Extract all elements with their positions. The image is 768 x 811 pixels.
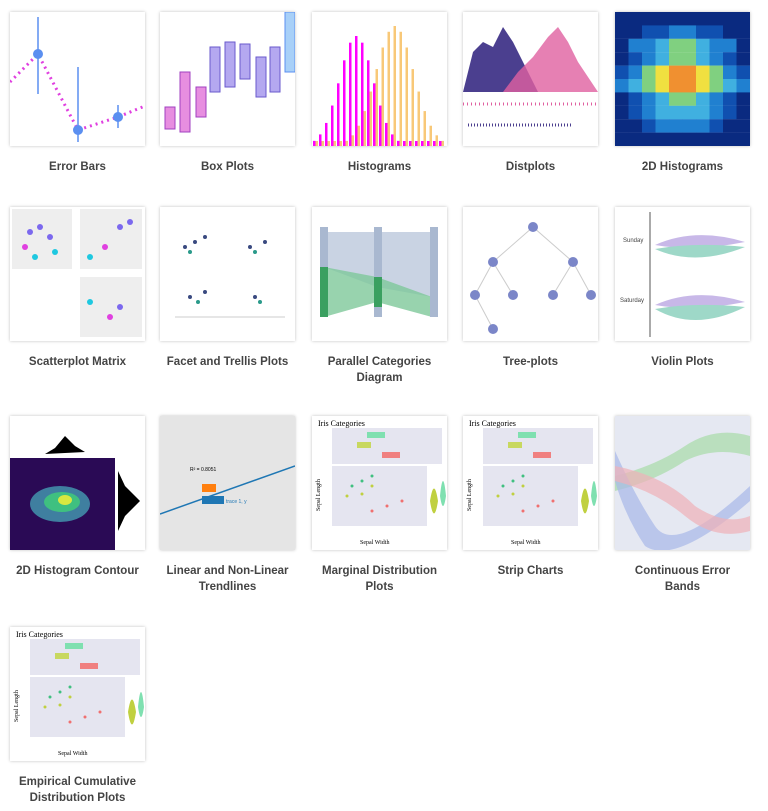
gallery-card[interactable]: Distplots [463,12,598,175]
svg-text:Sepal Width: Sepal Width [360,540,389,546]
svg-text:Sepal Width: Sepal Width [58,751,87,757]
gallery-card[interactable]: Tree-plots [463,207,598,370]
gallery-card-label[interactable]: Parallel Categories Diagram [327,356,432,384]
gallery-card[interactable]: Iris Categories Sepal Length Sepal Width Ma… [312,416,447,595]
facet-trellis-thumbnail-icon[interactable] [160,207,295,341]
gallery-card[interactable]: 2D Histograms [615,12,750,175]
sunday-label: Sunday [623,238,643,244]
marginal-distribution-thumbnail-icon[interactable]: Iris Categories Sepal Length Sepal Width [312,416,447,550]
gallery-card-label[interactable]: Marginal Distribution Plots [322,565,437,593]
svg-text:Sepal Length: Sepal Length [467,479,473,511]
iris-title: Iris Categories [318,419,365,428]
gallery-card-label[interactable]: Continuous Error Bands [634,565,731,593]
ecdf-thumbnail-icon[interactable]: Iris Categories Sepal Length Sepal Width [10,627,145,761]
gallery-card-label[interactable]: Facet and Trellis Plots [166,356,289,368]
histograms-thumbnail-icon[interactable] [312,12,447,146]
svg-text:Sepal Length: Sepal Length [14,690,20,722]
2d-histogram-contour-thumbnail-icon[interactable] [10,416,145,550]
gallery-card[interactable]: Facet and Trellis Plots [160,207,295,370]
gallery-card-label[interactable]: Scatterplot Matrix [28,356,127,368]
iris-title: Iris Categories [16,630,63,639]
gallery-card-label[interactable]: 2D Histogram Contour [16,565,139,577]
distplots-thumbnail-icon[interactable] [463,12,598,146]
gallery-card[interactable]: Iris Categories Sepal Length Sepal Width St… [463,416,598,579]
svg-text:Sepal Length: Sepal Length [316,479,322,511]
tree-plots-thumbnail-icon[interactable] [463,207,598,341]
saturday-label: Saturday [620,298,644,304]
scatterplot-matrix-thumbnail-icon[interactable] [10,207,145,341]
gallery-card-label[interactable]: Histograms [347,161,412,173]
strip-charts-thumbnail-icon[interactable]: Iris Categories Sepal Length Sepal Width [463,416,598,550]
gallery-card-label[interactable]: Distplots [505,161,556,173]
svg-text:Sepal Width: Sepal Width [511,540,540,546]
gallery-card-label[interactable]: Error Bars [49,161,106,173]
gallery-card[interactable]: Histograms [312,12,447,175]
error-bands-thumbnail-icon[interactable] [615,416,750,550]
parallel-categories-thumbnail-icon[interactable] [312,207,447,341]
gallery-card[interactable]: Error Bars [10,12,145,175]
violin-plots-thumbnail-icon[interactable]: Sunday Saturday [615,207,750,341]
trace-label: trace 1, y [226,499,247,505]
gallery-card-label[interactable]: Tree-plots [503,356,558,368]
gallery-card[interactable]: R² = 0.8051 trace 1, y Linear and Non-Line… [160,416,295,595]
iris-title: Iris Categories [469,419,516,428]
gallery-card-label[interactable]: Empirical Cumulative Distribution Plots [19,776,136,804]
gallery-card-label[interactable]: Violin Plots [651,356,714,368]
trendlines-thumbnail-icon[interactable]: R² = 0.8051 trace 1, y [160,416,295,550]
gallery-card[interactable]: Scatterplot Matrix [10,207,145,370]
gallery-card-label[interactable]: Linear and Non-Linear Trendlines [166,565,289,593]
svg-text:R² = 0.8051: R² = 0.8051 [190,467,216,473]
gallery-card[interactable]: Iris Categories Sepal Length Sepal Width Em… [10,627,145,806]
gallery-card-label[interactable]: Box Plots [200,161,255,173]
gallery-card-label[interactable]: Strip Charts [497,565,564,577]
error-bars-thumbnail-icon[interactable] [10,12,145,146]
gallery-card[interactable]: Parallel Categories Diagram [312,207,447,386]
gallery-card[interactable]: Continuous Error Bands [615,416,750,595]
gallery-card-label[interactable]: 2D Histograms [641,161,724,173]
gallery-card[interactable]: Box Plots [160,12,295,175]
gallery-card[interactable]: 2D Histogram Contour [10,416,145,579]
gallery-card[interactable]: Sunday Saturday Violin Plots [615,207,750,370]
box-plots-thumbnail-icon[interactable] [160,12,295,146]
2d-histograms-thumbnail-icon[interactable] [615,12,750,146]
